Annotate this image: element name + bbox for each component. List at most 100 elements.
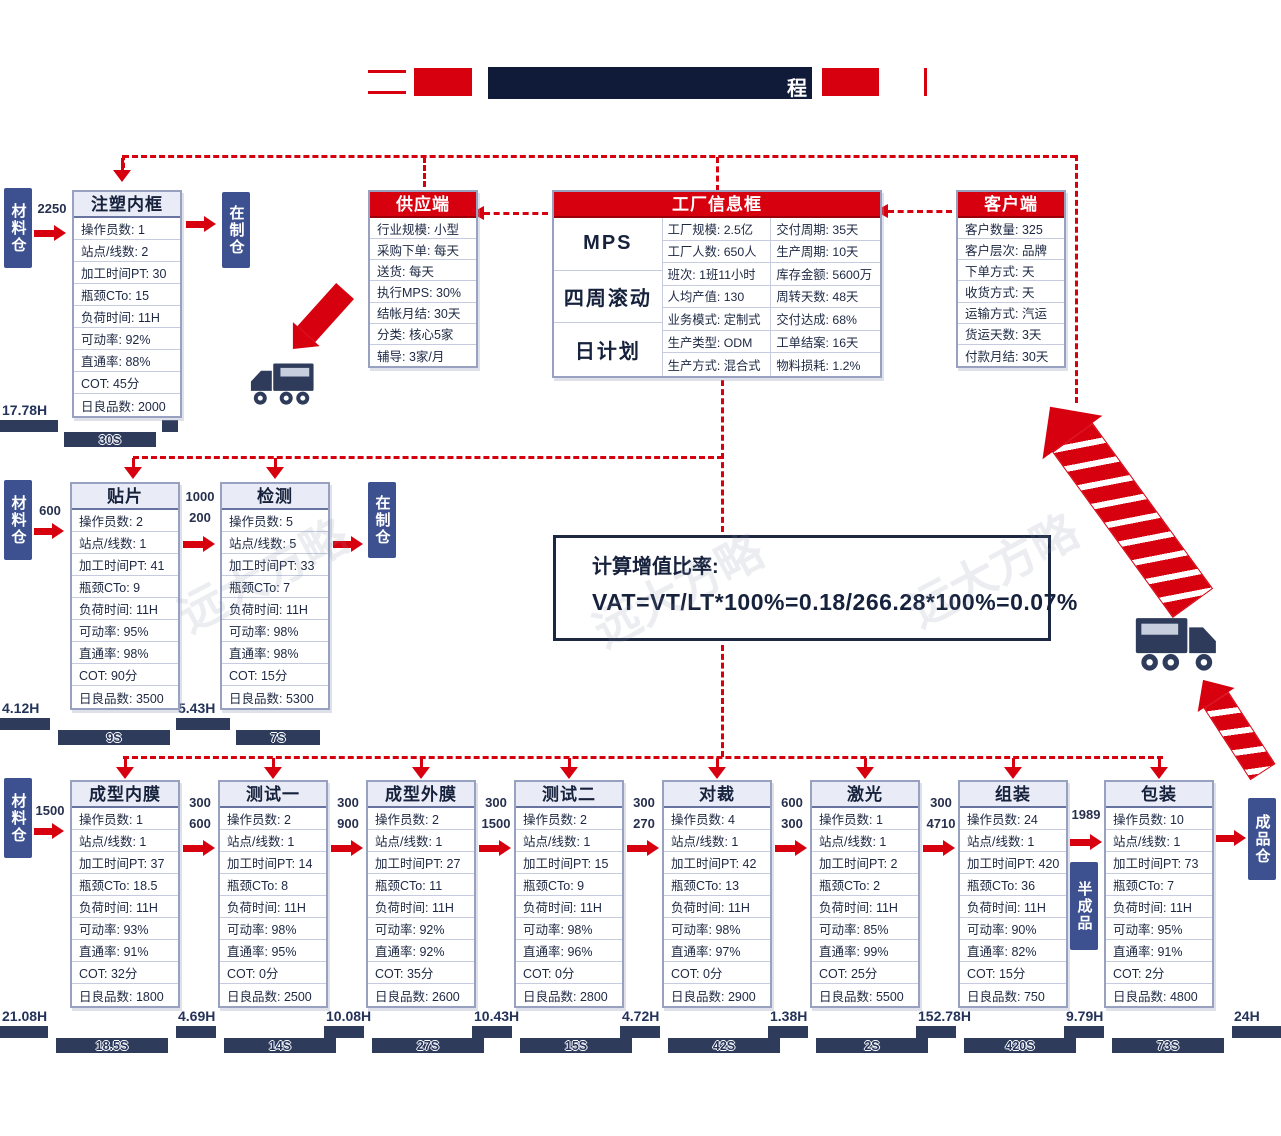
process-metric-row: 加工时间PT: 41: [72, 554, 178, 576]
factory-metrics-column-1: 工厂规模: 2.5亿 工厂人数: 650人 班次: 1班11小时 人均产值: 130 业…: [662, 218, 772, 376]
timeline-process-segment: 42S: [668, 1038, 780, 1053]
timeline-wait-segment: [162, 420, 178, 432]
timeline-wait-time: 9.79H: [1066, 1008, 1104, 1024]
schedule-arrow-stem: [716, 758, 719, 767]
timeline-wait-segment: [0, 1026, 48, 1038]
process-metric-row: 直通率: 91%: [1106, 940, 1212, 962]
supplier-row: 送货: 每天: [370, 260, 476, 282]
flow-arrow-icon: [333, 536, 363, 552]
truck-icon: [243, 352, 315, 414]
process-metric-row: COT: 35分: [368, 962, 474, 984]
process-metric-row: 加工时间PT: 73: [1106, 852, 1212, 874]
process-metric-row: 操作员数: 1: [74, 218, 180, 240]
timeline-wait-time: 24H: [1234, 1008, 1260, 1024]
timeline-process-segment: 2S: [816, 1038, 928, 1053]
leadtime-timeline-row3: 21.08H 18.5S 4.69H 14S 10.08H 27S 10.43H 15S 4.7…: [0, 1008, 1281, 1062]
process-metric-row: 负荷时间: 11H: [664, 896, 770, 918]
process-metric-row: 操作员数: 1: [72, 808, 178, 830]
timeline-wait-time: 17.78H: [2, 402, 48, 418]
flow-arrow-icon: [627, 840, 659, 856]
timeline-wait-time: 10.08H: [326, 1008, 372, 1024]
process-title: 成型外膜: [368, 782, 474, 808]
timeline-process-time: 27S: [416, 1038, 440, 1053]
timeline-process-time: 420S: [1005, 1038, 1035, 1053]
timeline-process-segment: 73S: [1112, 1038, 1224, 1053]
process-metric-row: 直通率: 92%: [368, 940, 474, 962]
timeline-wait-segment: [0, 420, 58, 432]
factory-metric-row: 生产方式: 混合式: [667, 358, 761, 373]
timeline-wait-segment: [768, 1026, 808, 1038]
timeline-process-time: 2S: [864, 1038, 880, 1053]
customer-rows: 客户数量: 325 客户层次: 品牌 下单方式: 天收货方式: 天运输方式: 汽运货…: [958, 218, 1064, 366]
vat-formula: VAT=VT/LT*100%=0.18/266.28*100%=0.07%: [592, 589, 1078, 615]
customer-row: 收货方式: 天: [958, 281, 1064, 303]
schedule-arrow-icon: [116, 767, 134, 779]
timeline-process-segment: 7S: [236, 730, 320, 745]
inventory-qty: 300: [189, 795, 211, 810]
process-metric-row: 站点/线数: 1: [960, 830, 1066, 852]
inventory-qty: 270: [633, 816, 655, 831]
info-flow-line: [423, 157, 426, 187]
process-metric-row: 负荷时间: 11H: [812, 896, 918, 918]
process-metric-row: COT: 15分: [222, 664, 328, 686]
flow-arrow-icon: [34, 823, 64, 839]
process-metric-row: 操作员数: 2: [220, 808, 326, 830]
process-metric-row: COT: 0分: [664, 962, 770, 984]
inventory-label: 600 300: [772, 792, 812, 834]
process-box-outer-molding: 成型外膜 操作员数: 2 站点/线数: 1 加工时间PT: 27 瓶颈CTo: 11 负荷…: [366, 780, 476, 1008]
supplier-row: 结帐月结: 30天: [370, 303, 476, 324]
process-metric-row: 负荷时间: 11H: [368, 896, 474, 918]
supplier-delivery-arrow-icon: [279, 279, 359, 362]
material-store: 材料仓: [4, 480, 32, 560]
process-box-test-2: 测试二 操作员数: 2 站点/线数: 1 加工时间PT: 15 瓶颈CTo: 9 负荷时间…: [514, 780, 624, 1008]
customer-row: 货运天数: 3天: [958, 324, 1064, 345]
flow-arrow-icon: [923, 840, 955, 856]
flow-arrow-icon: [1216, 830, 1246, 846]
customer-title: 客户端: [958, 192, 1064, 218]
process-metric-row: 站点/线数: 1: [1106, 830, 1212, 852]
inventory-label: 1989: [1064, 804, 1108, 825]
factory-plan-cell: 日计划: [574, 341, 641, 364]
inventory-label: 300 270: [624, 792, 664, 834]
process-box-packing: 包装 操作员数: 10 站点/线数: 1 加工时间PT: 73 瓶颈CTo: 7 负荷时间…: [1104, 780, 1214, 1008]
process-box-injection-inner-frame: 注塑内框 操作员数: 1 站点/线数: 2 加工时间PT: 30 瓶颈CTo: 15 负荷…: [72, 190, 182, 418]
process-metric-row: 日良品数: 2600: [375, 989, 460, 1004]
process-metrics: 操作员数: 2 站点/线数: 1 加工时间PT: 15 瓶颈CTo: 9 负荷时间: 1…: [516, 808, 622, 1006]
info-flow-line: [716, 157, 719, 191]
process-metric-row: COT: 15分: [960, 962, 1066, 984]
process-metric-row: 加工时间PT: 42: [664, 852, 770, 874]
process-metric-row: 操作员数: 1: [812, 808, 918, 830]
inventory-qty: 1500: [35, 803, 65, 818]
process-metric-row: 站点/线数: 1: [72, 532, 178, 554]
process-metric-row: 瓶颈CTo: 2: [812, 874, 918, 896]
schedule-arrow-icon: [113, 170, 131, 182]
timeline-process-segment: 27S: [372, 1038, 484, 1053]
process-metric-row: 瓶颈CTo: 18.5: [72, 874, 178, 896]
process-metric-row: 站点/线数: 1: [220, 830, 326, 852]
factory-metric-row: 交付达成: 68%: [771, 308, 880, 331]
process-metric-row: 日良品数: 2900: [671, 989, 756, 1004]
process-metric-row: 加工时间PT: 30: [74, 262, 180, 284]
process-metric-row: 站点/线数: 1: [664, 830, 770, 852]
header-deco-line: [368, 91, 406, 94]
timeline-process-time: 30S: [98, 432, 122, 447]
info-flow-line: [1075, 155, 1078, 403]
inventory-qty: 600: [39, 503, 61, 518]
flow-arrow-icon: [331, 840, 363, 856]
process-title: 测试一: [220, 782, 326, 808]
process-metric-row: 加工时间PT: 33: [222, 554, 328, 576]
customer-row: 付款月结: 30天: [965, 349, 1049, 364]
process-title: 包装: [1106, 782, 1212, 808]
material-store: 材料仓: [4, 778, 32, 858]
timeline-wait-segment: [176, 718, 230, 730]
inventory-qty: 300: [337, 795, 359, 810]
process-metric-row: 可动率: 90%: [960, 918, 1066, 940]
schedule-arrow-icon: [264, 767, 282, 779]
process-metric-row: 可动率: 92%: [74, 328, 180, 350]
factory-metric-row: 生产周期: 10天: [771, 241, 880, 264]
inventory-qty: 300: [781, 816, 803, 831]
title-fragment: 程: [787, 78, 807, 99]
inventory-qty: 200: [189, 510, 211, 525]
process-metric-row: COT: 0分: [220, 962, 326, 984]
header-deco-block: [414, 68, 472, 96]
